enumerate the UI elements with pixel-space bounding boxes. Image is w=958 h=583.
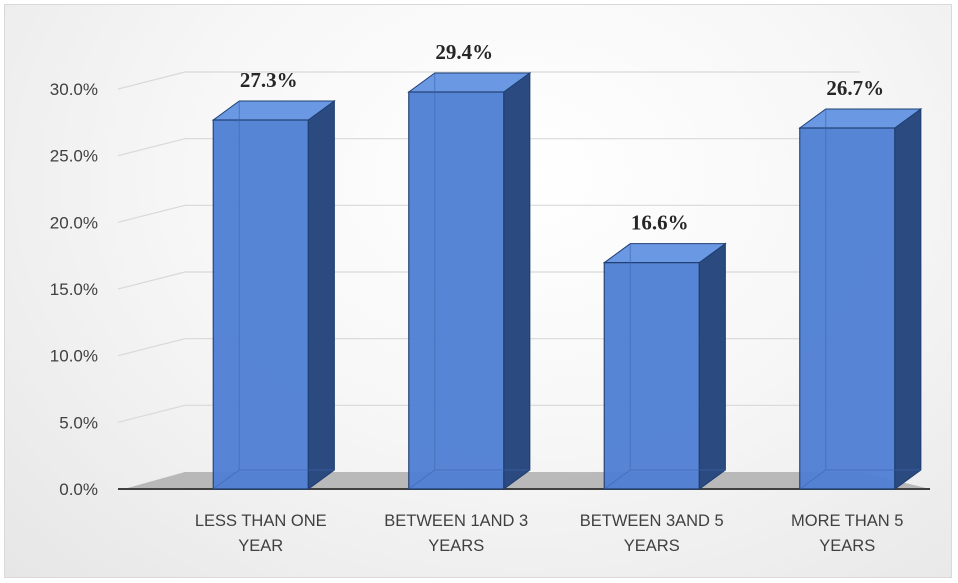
x-category-label: BETWEEN 3AND 5: [580, 512, 724, 530]
gridline-slant: [117, 138, 186, 157]
y-tick-label: 15.0%: [50, 280, 98, 299]
x-category-label: MORE THAN 5: [791, 512, 903, 530]
labels: 0.0% 5.0% 10.0% 15.0% 20.0% 25.0% 30.0% 27.3% LE…: [50, 40, 904, 555]
gridline-slant: [117, 204, 186, 223]
bar-inner-edge: [603, 469, 631, 490]
gridline-slant: [117, 271, 186, 290]
data-label: 27.3%: [240, 68, 298, 92]
x-category-label: YEARS: [819, 537, 875, 555]
bar-side-face: [698, 242, 726, 490]
bar-front: [408, 91, 505, 490]
x-category-label: YEAR: [238, 537, 283, 555]
x-category-label: YEARS: [428, 537, 484, 555]
y-tick-label: 5.0%: [59, 413, 98, 432]
bar-inner-edge: [212, 469, 240, 490]
data-label: 26.7%: [826, 76, 884, 100]
bar-3: [602, 242, 727, 490]
data-label: 16.6%: [631, 211, 689, 235]
bar-front: [603, 262, 700, 490]
x-category-label: LESS THAN ONE: [195, 512, 327, 530]
bar-1: [211, 100, 336, 490]
y-tick-label: 30.0%: [50, 80, 98, 99]
bar-inner-edge: [408, 469, 436, 490]
gridline-slant: [117, 404, 186, 423]
bar-side-face: [894, 108, 922, 490]
bar-inner-edge: [799, 469, 827, 490]
x-category-label: BETWEEN 1AND 3: [384, 512, 528, 530]
bar-side-face: [307, 100, 335, 490]
y-tick-label: 20.0%: [50, 213, 98, 232]
bar-front: [799, 127, 896, 490]
bar-4: [798, 108, 923, 490]
y-tick-label: 0.0%: [59, 480, 98, 499]
y-tick-label: 25.0%: [50, 147, 98, 166]
y-tick-label: 10.0%: [50, 347, 98, 366]
data-label: 29.4%: [435, 40, 493, 64]
bars: [211, 72, 923, 490]
bar-2: [407, 72, 532, 490]
bar-side-face: [503, 72, 531, 490]
gridline-slant: [117, 338, 186, 357]
bar-front: [212, 119, 309, 490]
x-category-label: YEARS: [624, 537, 680, 555]
gridline-slant: [117, 71, 186, 90]
